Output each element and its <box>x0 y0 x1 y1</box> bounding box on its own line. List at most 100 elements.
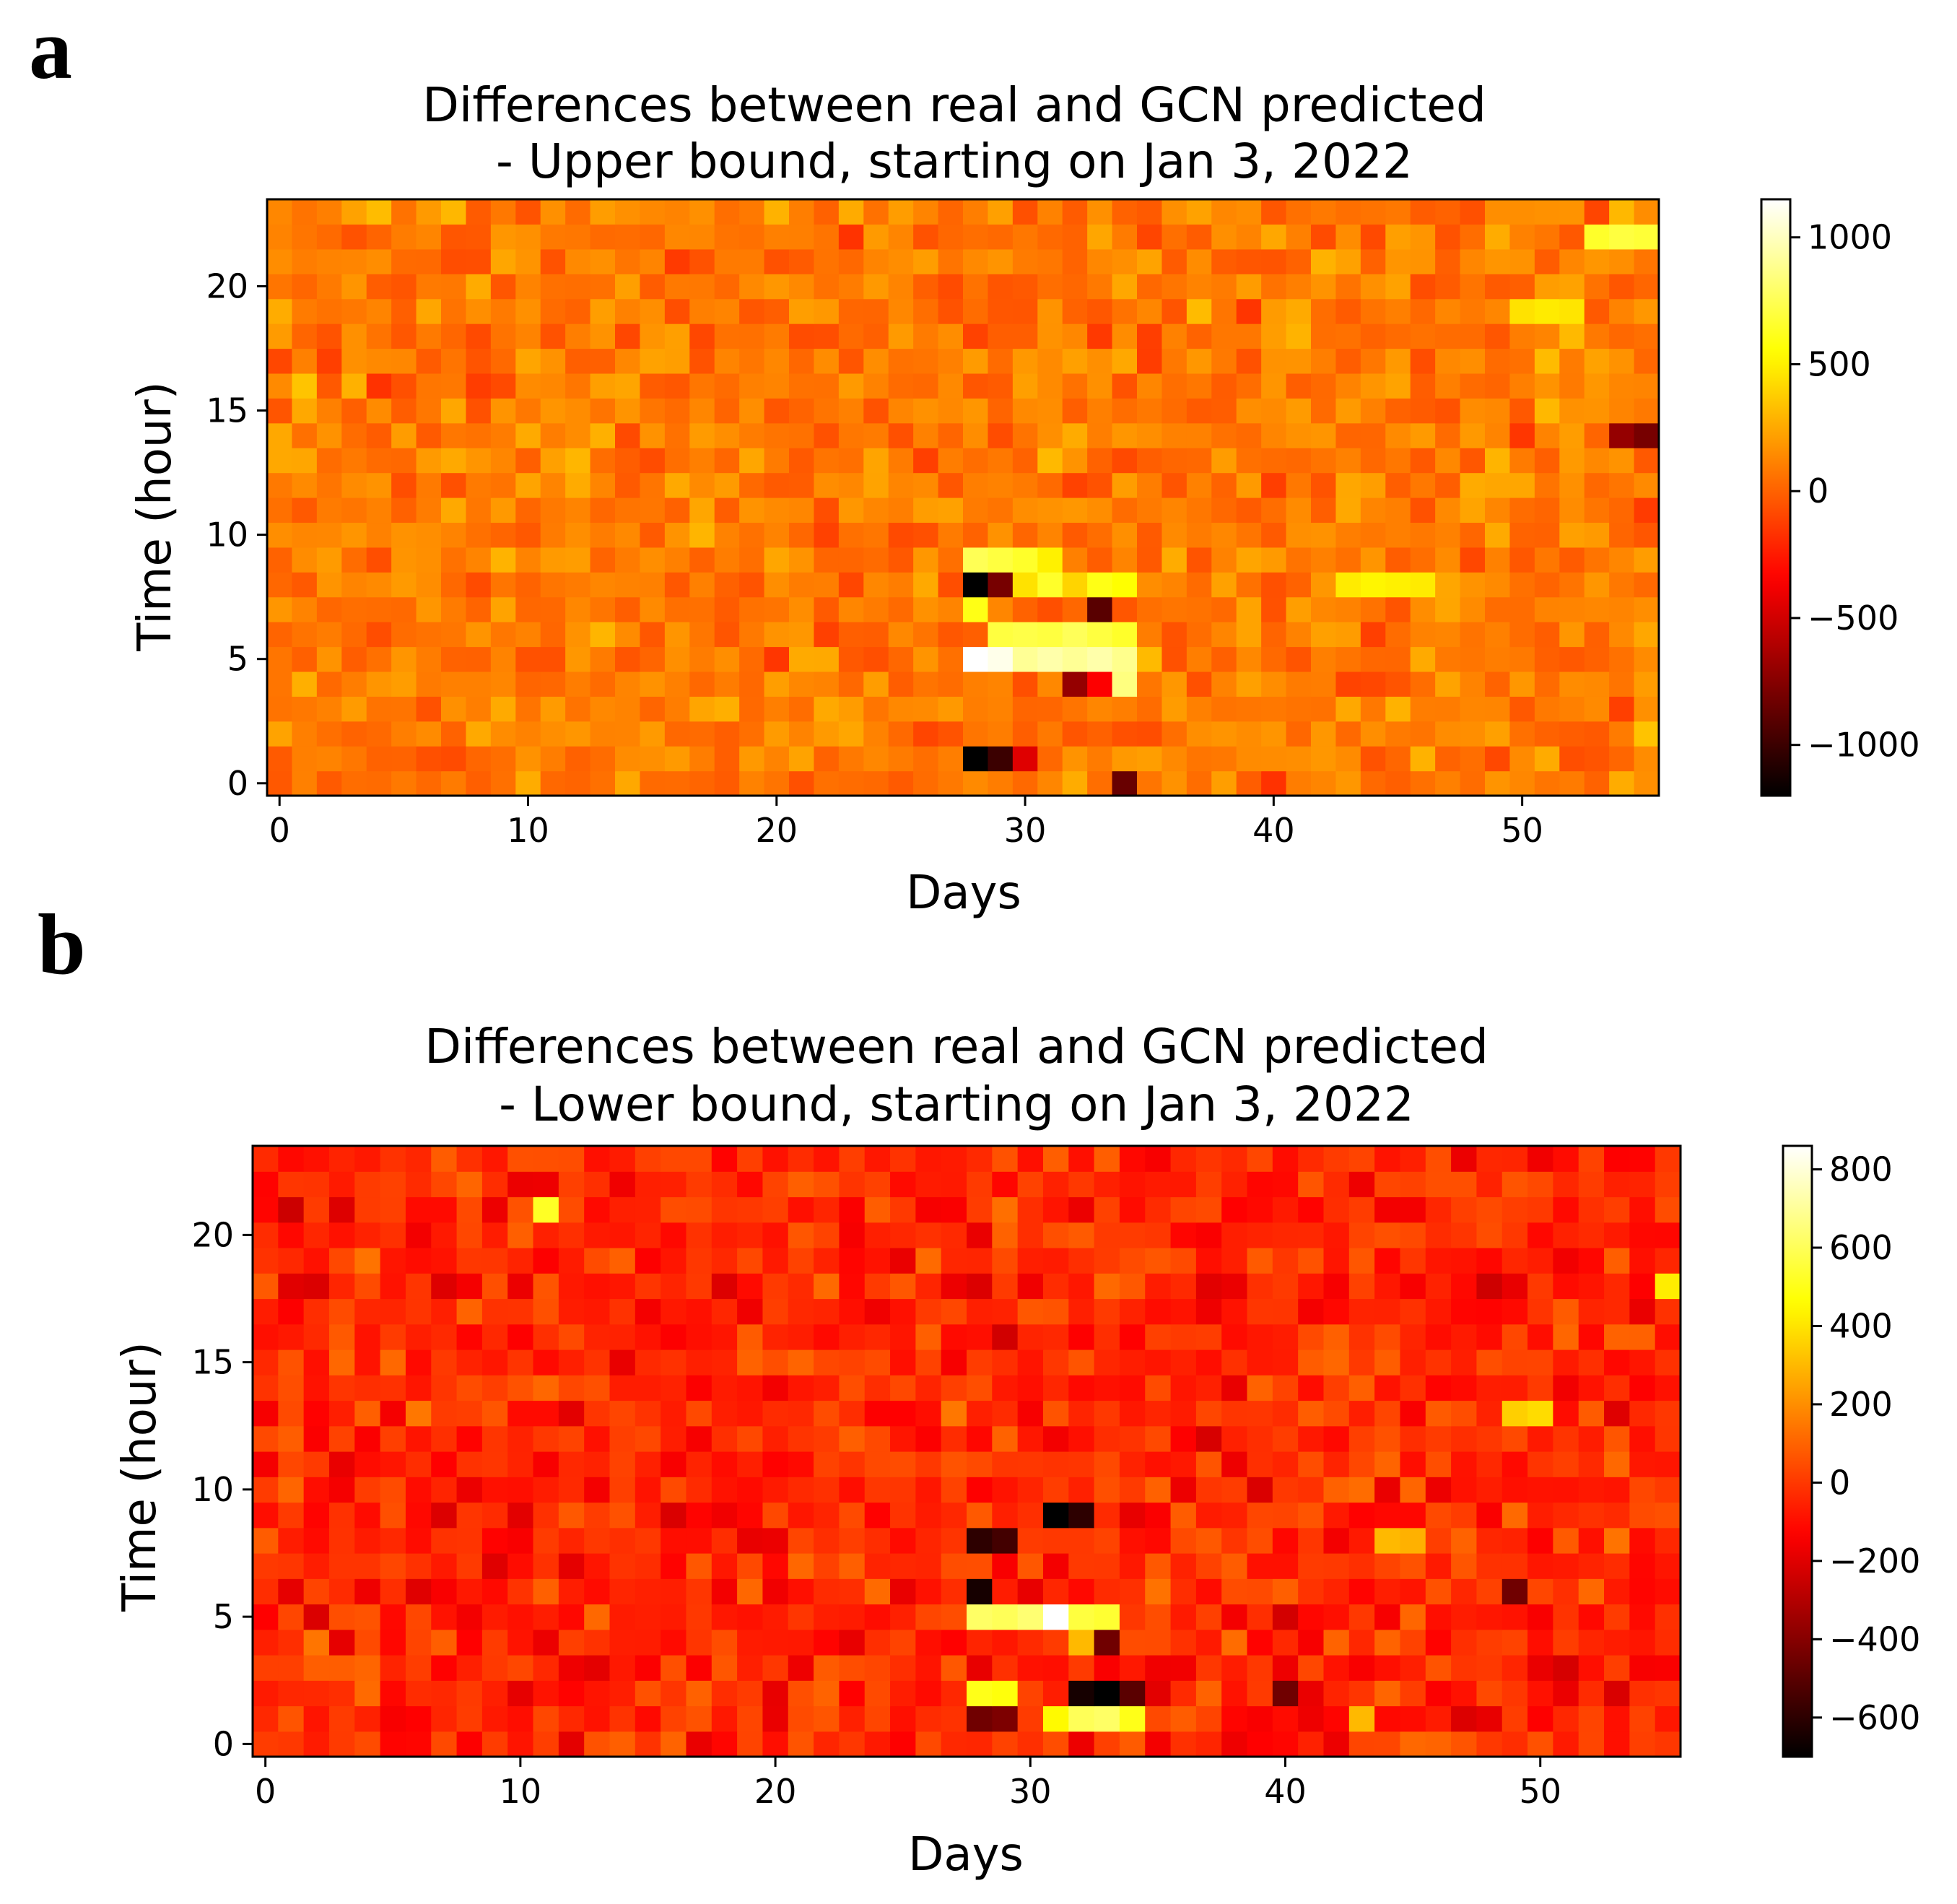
heatmap-cell <box>711 1171 738 1198</box>
heatmap-cell <box>1062 472 1088 498</box>
heatmap-cell <box>615 199 641 225</box>
heatmap-cell <box>1578 1731 1605 1757</box>
heatmap-cell <box>416 547 442 573</box>
heatmap-cell <box>1385 248 1411 274</box>
heatmap-cell <box>609 1298 636 1325</box>
heatmap-cell <box>689 472 715 498</box>
heatmap-cell <box>1559 348 1585 374</box>
heatmap-cell <box>635 1222 661 1248</box>
heatmap-cell <box>1094 1425 1120 1452</box>
heatmap-cell <box>1460 298 1486 324</box>
heatmap-cell <box>661 1222 687 1248</box>
heatmap-cell <box>1119 1629 1146 1656</box>
heatmap-cell <box>1604 1629 1630 1656</box>
heatmap-cell <box>838 770 864 796</box>
heatmap-cell <box>686 1502 712 1529</box>
heatmap-cell <box>1012 472 1038 498</box>
heatmap-cell <box>1553 1222 1579 1248</box>
heatmap-cell <box>689 721 715 747</box>
heatmap-cell <box>328 1451 355 1477</box>
heatmap-cell <box>764 646 790 672</box>
heatmap-cell <box>988 596 1014 622</box>
heatmap-cell <box>481 1400 508 1427</box>
heatmap-cell <box>1094 1146 1120 1172</box>
colorbar-tick-label: 1000 <box>1808 218 1892 257</box>
heatmap-cell <box>1286 497 1312 523</box>
heatmap-cell <box>1137 422 1163 448</box>
heatmap-cell <box>814 1502 840 1529</box>
heatmap-cell <box>1272 1705 1299 1732</box>
heatmap-cell <box>466 472 492 498</box>
heatmap-cell <box>565 274 591 300</box>
heatmap-cell <box>1451 1248 1478 1274</box>
heatmap-cell <box>1161 472 1187 498</box>
heatmap-cell <box>341 274 367 300</box>
heatmap-cell <box>1087 224 1113 250</box>
heatmap-cell <box>838 497 864 523</box>
heatmap-cell <box>558 1323 585 1350</box>
heatmap-cell <box>864 1578 891 1605</box>
heatmap-cell <box>689 323 715 349</box>
heatmap-cell <box>1062 398 1088 424</box>
heatmap-cell <box>838 572 864 598</box>
heatmap-cell <box>967 1375 993 1401</box>
heatmap-cell <box>366 448 392 474</box>
heatmap-cell <box>1655 1146 1681 1172</box>
heatmap-cell <box>711 1248 738 1274</box>
heatmap-cell <box>341 770 367 796</box>
heatmap-cell <box>416 522 442 548</box>
heatmap-cell <box>1634 696 1660 722</box>
heatmap-cell <box>915 1425 942 1452</box>
heatmap-cell <box>609 1273 636 1300</box>
heatmap-cell <box>788 1527 814 1554</box>
heatmap-cell <box>354 1298 381 1325</box>
y-tick-label: 0 <box>213 1724 234 1763</box>
heatmap-cell <box>1272 1400 1299 1427</box>
heatmap-cell <box>1527 1502 1553 1529</box>
heatmap-cell <box>789 323 815 349</box>
heatmap-cell <box>1360 522 1386 548</box>
heatmap-cell <box>888 721 914 747</box>
heatmap-cell <box>1485 398 1511 424</box>
heatmap-cell <box>963 572 989 598</box>
heatmap-cell <box>967 1400 993 1427</box>
heatmap-cell <box>278 1196 305 1223</box>
heatmap-cell <box>890 1629 916 1656</box>
heatmap-cell <box>1037 298 1063 324</box>
heatmap-cell <box>762 1731 789 1757</box>
heatmap-cell <box>615 373 641 399</box>
heatmap-cell <box>1221 1731 1248 1757</box>
heatmap-cell <box>1435 696 1461 722</box>
heatmap-cell <box>1425 1196 1452 1223</box>
heatmap-cell <box>890 1502 916 1529</box>
heatmap-cell <box>686 1349 712 1375</box>
heatmap-cell <box>267 671 293 697</box>
heatmap-cell <box>1137 696 1163 722</box>
heatmap-cell <box>739 671 765 697</box>
heatmap-cell <box>864 1731 891 1757</box>
heatmap-cell <box>788 1349 814 1375</box>
heatmap-cell <box>1655 1298 1681 1325</box>
heatmap-cell <box>1348 1604 1375 1630</box>
heatmap-cell <box>1042 1349 1069 1375</box>
heatmap-cell <box>764 373 790 399</box>
heatmap-cell <box>1451 1604 1478 1630</box>
heatmap-cell <box>354 1425 381 1452</box>
heatmap-cell <box>664 547 690 573</box>
heatmap-cell <box>1578 1298 1605 1325</box>
heatmap-cell <box>1311 622 1337 648</box>
heatmap-cell <box>1094 1731 1120 1757</box>
heatmap-cell <box>640 522 666 548</box>
heatmap-cell <box>714 572 740 598</box>
heatmap-cell <box>1286 572 1312 598</box>
heatmap-cell <box>1400 1629 1426 1656</box>
heatmap-cell <box>1186 547 1212 573</box>
heatmap-cell <box>441 646 467 672</box>
heatmap-cell <box>1400 1273 1426 1300</box>
heatmap-cell <box>481 1604 508 1630</box>
heatmap-cell <box>1170 1248 1197 1274</box>
heatmap-cell <box>615 422 641 448</box>
heatmap-cell <box>1534 671 1560 697</box>
heatmap-cell <box>558 1629 585 1656</box>
heatmap-cell <box>1068 1273 1095 1300</box>
